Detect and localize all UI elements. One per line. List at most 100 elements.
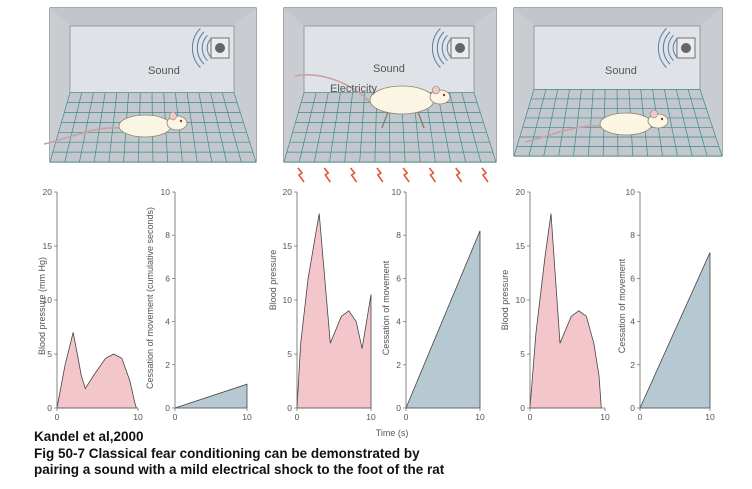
sound-label: Sound [373, 63, 405, 75]
rat-leg-icon [381, 111, 389, 129]
y-tick-label: 4 [165, 317, 170, 327]
floor-grid-line [198, 92, 213, 163]
y-tick-label: 8 [165, 230, 170, 240]
floor-grid-line [313, 92, 329, 163]
scene-after-conditioning [513, 7, 723, 157]
rat-tail-icon [294, 74, 371, 103]
shock-spark-icon [297, 167, 305, 183]
cage-left-wall [284, 8, 304, 162]
scene-conditioning-shock [283, 7, 497, 183]
rat-leg-icon [417, 111, 425, 129]
floor-grid-line [587, 89, 594, 157]
shock-spark-icon [481, 167, 489, 183]
y-tick-label: 15 [516, 241, 526, 251]
floor-grid-line [528, 89, 547, 157]
y-tick-label: 20 [283, 187, 293, 197]
cage-ceiling [284, 8, 496, 26]
y-tick-label: 0 [287, 403, 292, 413]
y-tick-label: 5 [47, 349, 52, 359]
y-tick-label: 5 [520, 349, 525, 359]
floor-grid-line [93, 92, 106, 163]
cessation-of-movement-area [405, 230, 481, 409]
floor-grid-line [449, 92, 467, 163]
cm-axis-title: Cessation of movement [381, 260, 391, 355]
blood-pressure-chart: 0 5 10 15 20 0 10 [283, 187, 376, 422]
bp-axis-title: Blood pressure [268, 250, 278, 311]
bp-axis-title: Blood pressure [500, 270, 510, 331]
sound-wave-icon [196, 31, 205, 65]
floor-grid-line [699, 89, 723, 157]
x-tick-label: 0 [638, 412, 643, 422]
rat-icon [524, 109, 669, 143]
y-tick-label: 6 [630, 273, 635, 283]
floor-grid-line [64, 92, 83, 163]
shock-spark-icon [428, 167, 437, 183]
electricity-label: Electricity [330, 83, 378, 95]
shock-spark-icon [455, 167, 463, 183]
rat-ear-icon [432, 85, 440, 95]
y-tick-label: 20 [43, 187, 53, 197]
cage-right-wall [234, 8, 256, 162]
x-tick-label: 0 [404, 412, 409, 422]
blood-pressure-area [56, 332, 137, 409]
y-tick-label: 15 [283, 241, 293, 251]
time-axis-title: Time (s) [376, 428, 409, 438]
cage-ceiling [514, 8, 722, 26]
y-tick-label: 10 [392, 187, 402, 197]
sound-label: Sound [605, 65, 637, 77]
shock-spark-icon [402, 167, 410, 183]
sound-wave-icon [206, 38, 212, 58]
y-tick-label: 0 [396, 403, 401, 413]
bp-axis-title: Blood pressure (mm Hg) [37, 257, 47, 355]
y-tick-label: 8 [396, 230, 401, 240]
rat-tail-icon [524, 125, 601, 143]
y-tick-label: 2 [396, 360, 401, 370]
cessation-of-movement-chart: 0 2 4 6 8 10 0 10 [392, 187, 485, 422]
cage-right-wall [700, 8, 722, 156]
rat-icon [43, 111, 188, 145]
x-tick-label: 0 [528, 412, 533, 422]
blood-pressure-area [529, 213, 602, 409]
rat-ear-icon [169, 111, 177, 121]
y-tick-label: 4 [630, 317, 635, 327]
rat-eye-icon [179, 119, 183, 123]
rat-eye-icon [660, 117, 664, 121]
cage-right-wall [474, 8, 496, 162]
y-tick-label: 6 [165, 273, 170, 283]
speaker-cone-icon [215, 43, 225, 53]
figure-source: Kandel et al,2000 [34, 429, 144, 444]
sound-wave-icon [662, 31, 671, 65]
floor-grid-line [473, 92, 497, 163]
x-tick-label: 10 [366, 412, 376, 422]
sound-label: Sound [148, 65, 180, 77]
y-tick-label: 8 [630, 230, 635, 240]
y-tick-label: 0 [47, 403, 52, 413]
y-tick-label: 0 [520, 403, 525, 413]
floor-grid-line [210, 92, 227, 163]
floor-grid-line [233, 92, 257, 163]
y-tick-label: 5 [287, 349, 292, 359]
x-tick-label: 10 [705, 412, 715, 422]
floor-grid-line [79, 92, 94, 163]
cm-axis-title: Cessation of movement (cumulative second… [145, 207, 155, 389]
y-tick-label: 2 [165, 360, 170, 370]
rat-body-icon [599, 112, 653, 136]
figure-caption-line-2: pairing a sound with a mild electrical s… [34, 462, 445, 477]
cage-floor [284, 92, 496, 162]
sound-wave-icon [446, 38, 452, 58]
floor-grid-line [513, 89, 535, 157]
floor-grid-line [543, 89, 559, 157]
x-tick-label: 10 [133, 412, 143, 422]
x-tick-label: 0 [173, 412, 178, 422]
cm-axis-title: Cessation of movement [617, 258, 627, 353]
y-tick-label: 10 [43, 295, 53, 305]
cage-left-wall [50, 8, 70, 162]
rat-tail-icon [43, 127, 120, 145]
y-tick-label: 10 [626, 187, 636, 197]
sound-wave-icon [436, 31, 445, 65]
figure-caption-line-1: Fig 50-7 Classical fear conditioning can… [34, 446, 420, 461]
floor-grid-line [283, 92, 305, 163]
y-tick-label: 10 [283, 295, 293, 305]
floor-grid-line [221, 92, 242, 163]
rat-body-icon [369, 85, 435, 115]
